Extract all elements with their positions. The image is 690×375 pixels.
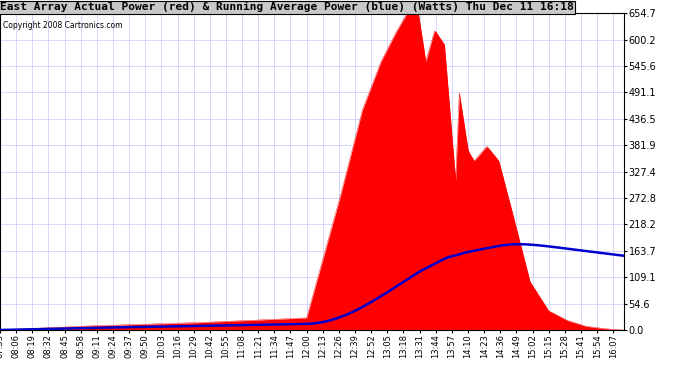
Text: East Array Actual Power (red) & Running Average Power (blue) (Watts) Thu Dec 11 : East Array Actual Power (red) & Running …	[0, 3, 574, 12]
Text: Copyright 2008 Cartronics.com: Copyright 2008 Cartronics.com	[3, 21, 123, 30]
